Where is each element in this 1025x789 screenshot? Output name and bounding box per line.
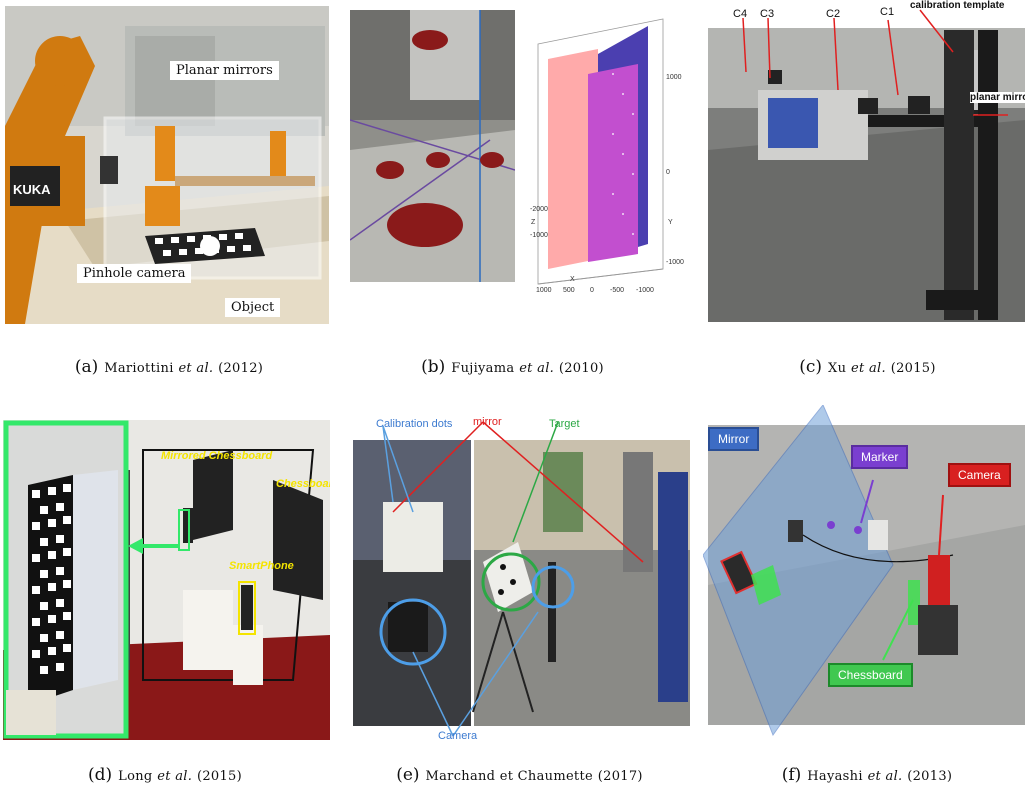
- plot-x-tick-3: -500: [610, 287, 625, 294]
- label-mirror-f: Mirror: [708, 427, 760, 451]
- caption-c-author: Xu: [828, 361, 847, 376]
- caption-f-etal: et al.: [867, 769, 903, 784]
- caption-e: (e) Marchand et Chaumette (2017): [382, 765, 657, 785]
- figure-f-image: Mirror Marker Camera Chessboard: [703, 405, 1025, 750]
- caption-c: (c) Xu et al. (2015): [775, 357, 960, 377]
- figure-b-image-photo: [350, 10, 515, 282]
- label-planar-mirror: planar mirror: [970, 92, 1025, 103]
- plot-y-tick-1: -1000: [530, 232, 548, 239]
- label-planar-mirrors: Planar mirrors: [170, 61, 279, 80]
- label-calibration-dots: Calibration dots: [376, 418, 453, 430]
- caption-f-author: Hayashi: [807, 769, 863, 784]
- caption-b: (b) Fujiyama et al. (2010): [395, 357, 630, 377]
- label-calibration-template: calibration template: [910, 0, 1005, 11]
- plot-x-tick-4: -1000: [636, 287, 654, 294]
- label-camera-f: Camera: [948, 463, 1011, 487]
- caption-a-etal: et al.: [178, 361, 214, 376]
- label-target: Target: [549, 418, 580, 430]
- plot-z-tick-1: 0: [666, 169, 670, 176]
- label-c2: C2: [826, 8, 841, 20]
- lab-scene-robot-mirror: KUKA: [5, 6, 329, 324]
- plot-x-tick-1: 500: [563, 287, 575, 294]
- plot-z-tick-0: 1000: [666, 74, 682, 81]
- caption-b-year: (2010): [558, 361, 604, 376]
- label-mirrored-chessboard: Mirrored Chessboard: [161, 450, 273, 462]
- figure-c-image: C4 C3 C2 C1 calibration template planar …: [708, 0, 1025, 322]
- mirror-frame: [142, 449, 315, 681]
- caption-d-year: (2015): [196, 769, 242, 784]
- camera-rig-photo: [708, 0, 1025, 322]
- label-marker: Marker: [851, 445, 909, 469]
- figure-d-image: Mirrored Chessboard Chessboard SmartPhon…: [3, 420, 330, 740]
- caption-d-label: (d): [88, 765, 113, 785]
- label-camera: Camera: [438, 730, 478, 742]
- label-pinhole-camera: Pinhole camera: [77, 264, 192, 283]
- plot-y-axis-label: Y: [668, 219, 673, 226]
- plot-y-tick-0: -2000: [530, 206, 548, 213]
- mirror-planes-3d-plot: [528, 14, 690, 300]
- label-c3: C3: [760, 8, 775, 20]
- caption-e-author: Marchand et Chaumette: [425, 769, 593, 784]
- label-c1: C1: [880, 6, 895, 18]
- caption-d-etal: et al.: [157, 769, 193, 784]
- plot-z-axis-label: Z: [531, 219, 536, 226]
- caption-a-label: (a): [74, 357, 99, 377]
- arrow-to-mirror: [128, 538, 179, 554]
- plot-x-axis-label: X: [570, 276, 575, 283]
- mirror-target-camera-photo: [353, 412, 690, 746]
- caption-f-label: (f): [781, 765, 802, 785]
- caption-b-author: Fujiyama: [451, 361, 515, 376]
- smartphone-chessboard-photo: [3, 420, 330, 740]
- label-c4: C4: [733, 8, 748, 20]
- car-mirror-photo: [350, 10, 515, 282]
- caption-c-label: (c): [799, 357, 823, 377]
- label-chessboard: Chessboard: [276, 478, 330, 490]
- label-smartphone: SmartPhone: [229, 560, 294, 572]
- plot-x-tick-2: 0: [590, 287, 594, 294]
- caption-b-etal: et al.: [519, 361, 555, 376]
- plot-x-tick-0: 1000: [536, 287, 552, 294]
- caption-a-author: Mariottini: [104, 361, 174, 376]
- caption-c-etal: et al.: [851, 361, 886, 376]
- caption-e-label: (e): [396, 765, 420, 785]
- figure-e-image: Calibration dots mirror Target Camera: [353, 412, 690, 746]
- caption-c-year: (2015): [890, 361, 936, 376]
- caption-d-author: Long: [118, 769, 153, 784]
- caption-e-year: (2017): [597, 769, 643, 784]
- caption-f-year: (2013): [907, 769, 953, 784]
- label-chessboard-f: Chessboard: [828, 663, 913, 687]
- caption-b-label: (b): [421, 357, 446, 377]
- label-object: Object: [225, 298, 281, 317]
- kuka-logo: KUKA: [13, 182, 51, 197]
- label-mirror: mirror: [473, 416, 502, 428]
- figure-b-plot: 1000 0 -1000 Y -2000 -1000 Z 1000 500 0 …: [528, 14, 690, 300]
- caption-a: (a) Mariottini et al. (2012): [45, 357, 293, 377]
- plot-z-tick-2: -1000: [666, 259, 684, 266]
- figure-a-image: KUKA Planar mirrors Pinhole camera Objec…: [5, 6, 329, 324]
- caption-a-year: (2012): [218, 361, 264, 376]
- caption-f: (f) Hayashi et al. (2013): [752, 765, 982, 785]
- caption-d: (d) Long et al. (2015): [60, 765, 270, 785]
